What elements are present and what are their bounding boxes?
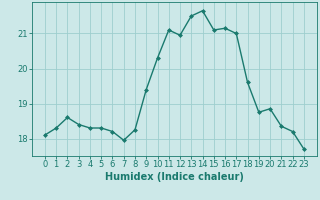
X-axis label: Humidex (Indice chaleur): Humidex (Indice chaleur) bbox=[105, 172, 244, 182]
